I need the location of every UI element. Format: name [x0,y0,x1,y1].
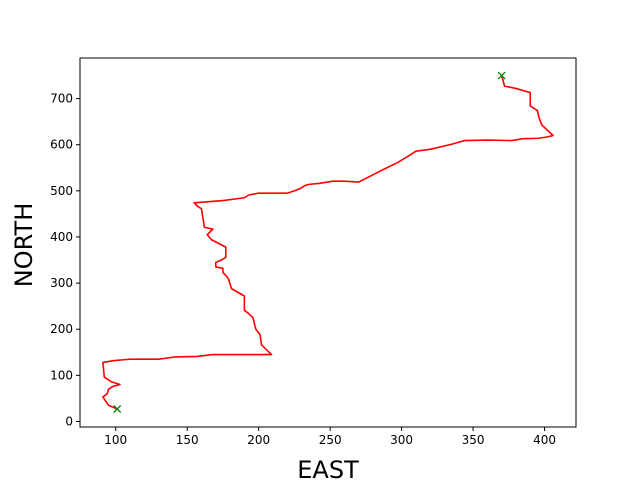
axes-layer: 100 150 200 250 300 350 400 0 100 200 300 400 500 600… [50,57,577,447]
x-tick-label: 200 [247,433,270,447]
end-marker [497,71,506,80]
y-tick-label: 100 [50,368,73,382]
x-tick-label: 300 [390,433,413,447]
y-axis-label: NORTH [10,203,38,287]
x-tick-label: 400 [533,433,556,447]
y-tick-label: 400 [50,230,73,244]
x-tick-label: 100 [104,433,127,447]
start-marker [113,405,122,413]
y-tick-label: 600 [50,138,73,152]
x-axis-label: EAST [297,456,359,480]
plot-frame [79,57,577,428]
x-tick-label: 150 [176,433,199,447]
y-tick-label: 200 [50,322,73,336]
x-tick-label: 250 [319,433,342,447]
y-tick-label: 500 [50,184,73,198]
y-tick-label: 0 [65,414,73,428]
y-tick-label: 300 [50,276,73,290]
x-tick-label: 350 [462,433,485,447]
route-line-0 [102,75,554,410]
y-tick-label: 700 [50,92,73,106]
plot-layer [102,71,554,413]
